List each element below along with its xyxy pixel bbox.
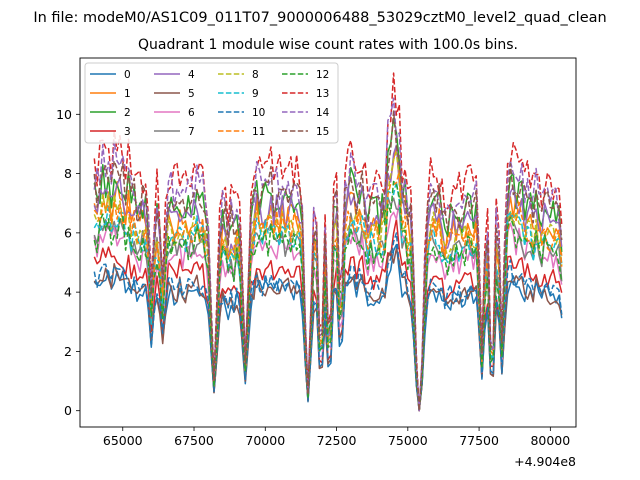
- x-tick-label: 67500: [174, 433, 214, 448]
- y-tick-label: 10: [56, 107, 72, 122]
- legend-label-3: 3: [124, 126, 131, 138]
- y-tick-label: 6: [64, 225, 72, 240]
- series-line-12: [93, 180, 563, 412]
- legend-label-13: 13: [316, 88, 329, 100]
- legend-label-4: 4: [188, 69, 195, 81]
- y-tick-label: 4: [64, 285, 72, 300]
- legend-label-9: 9: [252, 88, 259, 100]
- legend-label-7: 7: [188, 126, 195, 138]
- y-axis: 0 2 4 6 8 10: [56, 107, 80, 418]
- x-offset-text: +4.904e8: [514, 454, 576, 469]
- legend-label-15: 15: [316, 126, 329, 138]
- series-line-14: [93, 97, 563, 412]
- series-layer: [93, 72, 563, 412]
- series-line-13: [93, 72, 563, 412]
- series-line-10: [93, 232, 563, 412]
- legend-label-2: 2: [124, 107, 131, 119]
- legend-label-12: 12: [316, 69, 329, 81]
- x-tick-label: 75000: [388, 433, 428, 448]
- legend-label-10: 10: [252, 107, 265, 119]
- y-tick-label: 2: [64, 344, 72, 359]
- legend-label-14: 14: [316, 107, 330, 119]
- legend-label-8: 8: [252, 69, 259, 81]
- x-tick-label: 77500: [459, 433, 499, 448]
- legend-frame: [84, 62, 339, 144]
- x-tick-label: 80000: [530, 433, 570, 448]
- legend-label-5: 5: [188, 88, 195, 100]
- legend-label-1: 1: [124, 88, 131, 100]
- x-tick-label: 70000: [245, 433, 285, 448]
- x-tick-label: 72500: [317, 433, 357, 448]
- legend-label-6: 6: [188, 107, 195, 119]
- legend-label-0: 0: [124, 69, 131, 81]
- chart-title: Quadrant 1 module wise count rates with …: [138, 37, 518, 53]
- x-tick-label: 65000: [103, 433, 143, 448]
- y-tick-label: 0: [64, 403, 72, 418]
- plot-frame: [79, 57, 577, 428]
- y-tick-label: 8: [64, 166, 72, 181]
- x-axis: 65000 67500 70000 72500 75000 77500 80000: [103, 427, 570, 448]
- suptitle: In file: modeM0/AS1C09_011T07_9000006488…: [33, 10, 606, 26]
- legend-label-11: 11: [252, 126, 265, 138]
